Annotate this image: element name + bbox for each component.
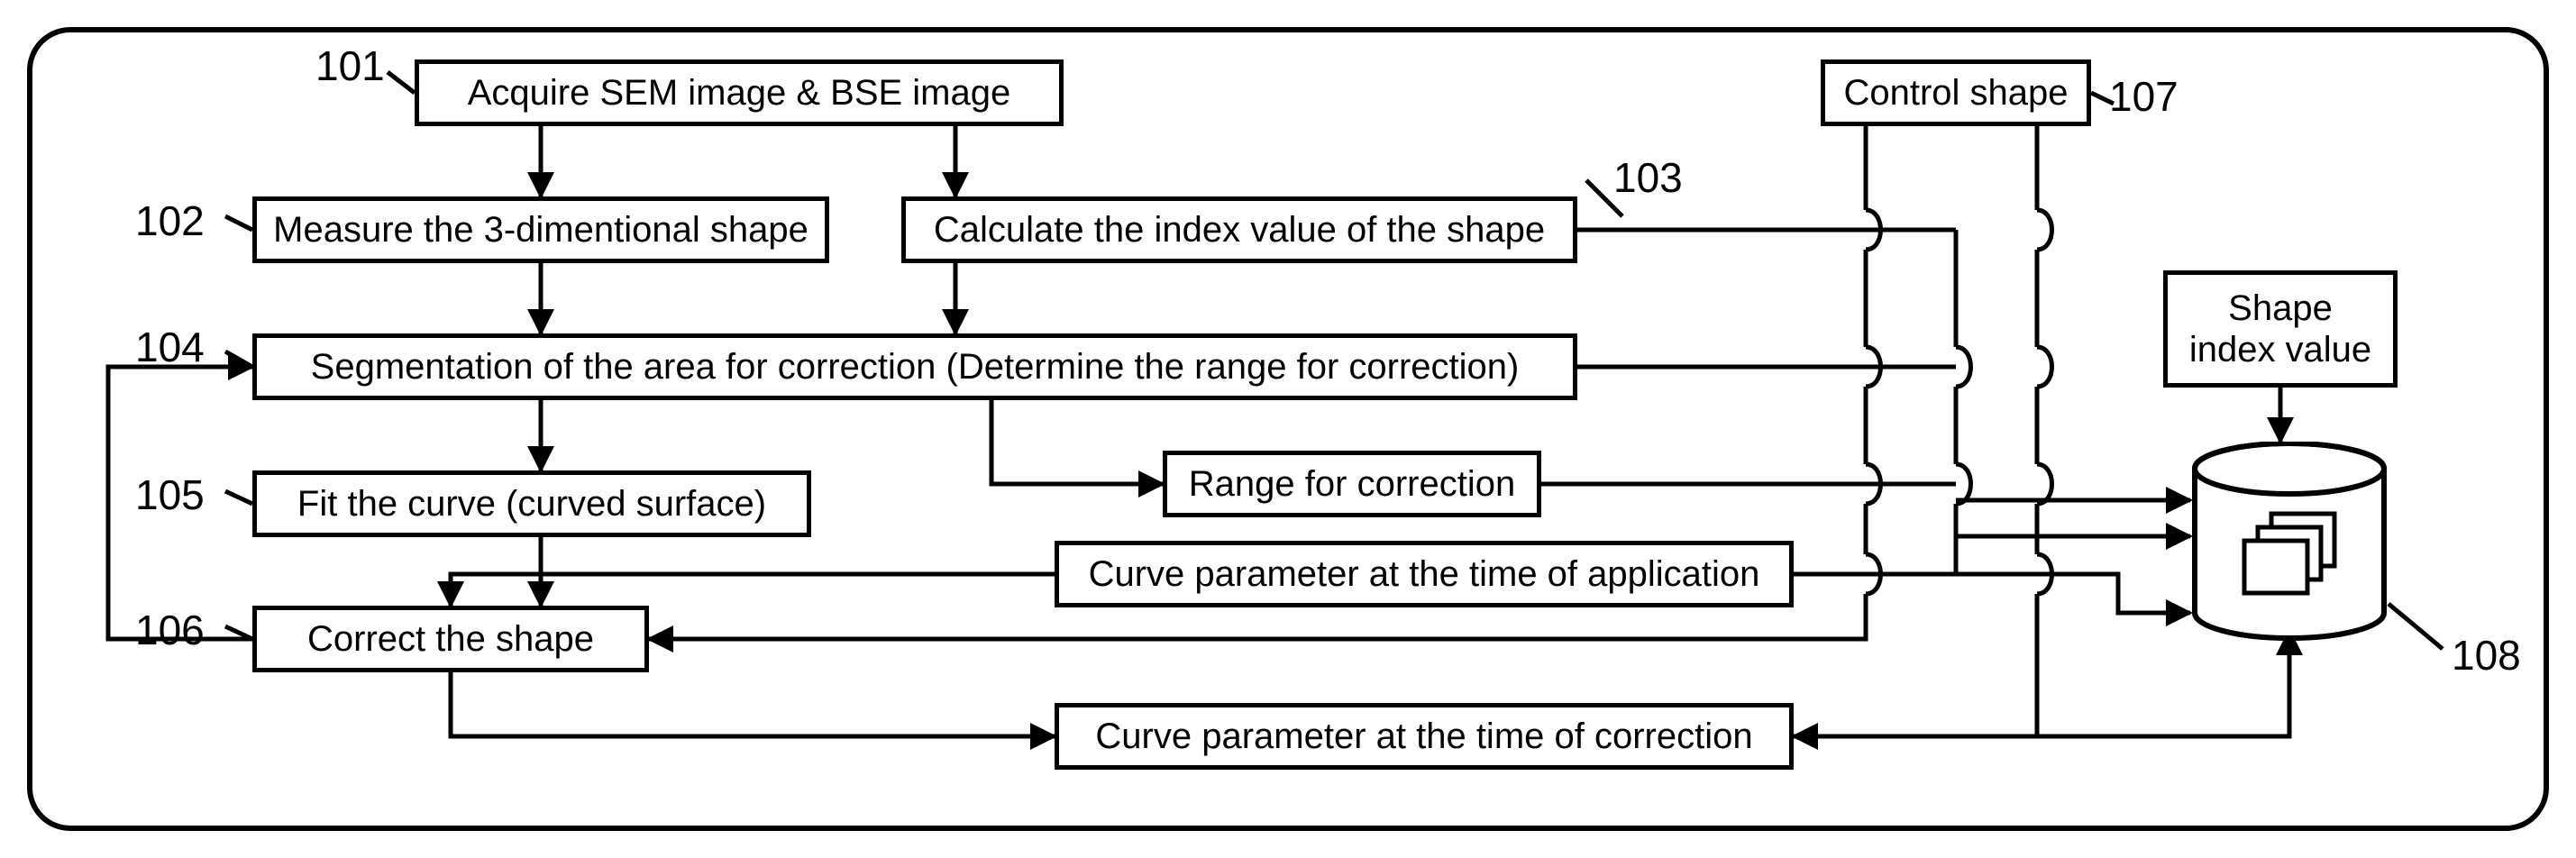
- ref-label-102: 102: [135, 196, 205, 245]
- text: Segmentation of the area for correction …: [311, 346, 1520, 388]
- step-calculate-index: Calculate the index value of the shape: [901, 196, 1577, 263]
- node-curve-param-application: Curve parameter at the time of applicati…: [1055, 541, 1794, 607]
- step-measure-3d-shape: Measure the 3-dimentional shape: [252, 196, 829, 263]
- text: Acquire SEM image & BSE image: [468, 72, 1010, 114]
- text: Range for correction: [1189, 463, 1515, 505]
- ref-label-106: 106: [135, 606, 205, 654]
- step-acquire-images: Acquire SEM image & BSE image: [415, 59, 1064, 126]
- node-shape-index-value: Shape index value: [2163, 270, 2398, 388]
- ref-label-103: 103: [1613, 153, 1683, 202]
- database-icon: [2190, 442, 2389, 653]
- text: Calculate the index value of the shape: [934, 209, 1545, 251]
- node-curve-param-correction: Curve parameter at the time of correctio…: [1055, 703, 1794, 770]
- step-fit-curve: Fit the curve (curved surface): [252, 470, 811, 537]
- ref-label-105: 105: [135, 470, 205, 519]
- diagram-canvas: Acquire SEM image & BSE image Measure th…: [0, 0, 2576, 858]
- text: Shape index value: [2180, 288, 2380, 370]
- text: Curve parameter at the time of correctio…: [1095, 716, 1752, 757]
- ref-label-108: 108: [2452, 631, 2521, 680]
- ref-label-104: 104: [135, 323, 205, 371]
- text: Curve parameter at the time of applicati…: [1089, 553, 1760, 595]
- text: Measure the 3-dimentional shape: [273, 209, 808, 251]
- text: Correct the shape: [307, 618, 594, 660]
- text: Control shape: [1843, 72, 2068, 114]
- step-correct-shape: Correct the shape: [252, 606, 649, 672]
- ref-label-101: 101: [315, 41, 385, 90]
- step-control-shape: Control shape: [1821, 59, 2091, 126]
- node-range-for-correction: Range for correction: [1163, 451, 1541, 517]
- text: Fit the curve (curved surface): [297, 483, 766, 525]
- ref-label-107: 107: [2109, 72, 2179, 121]
- step-segmentation: Segmentation of the area for correction …: [252, 333, 1577, 400]
